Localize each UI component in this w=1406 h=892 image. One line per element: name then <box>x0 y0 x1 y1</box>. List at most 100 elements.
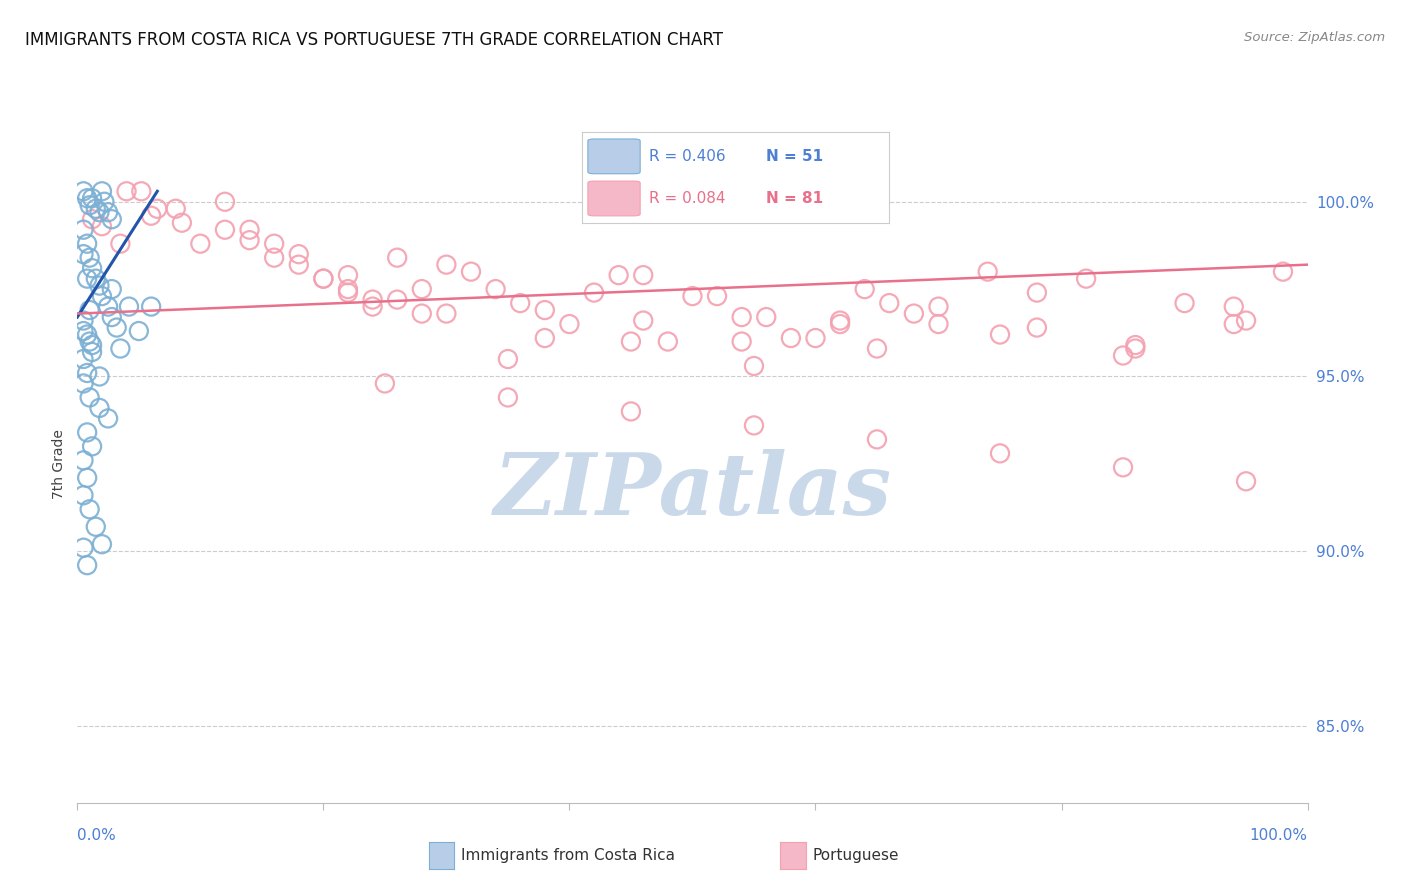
Point <box>830 317 852 331</box>
Point <box>76 236 98 251</box>
Point <box>89 278 111 293</box>
Point <box>76 191 98 205</box>
Point <box>90 184 114 198</box>
Point <box>84 202 107 216</box>
Point <box>90 537 114 551</box>
Point <box>97 411 120 425</box>
Point <box>105 320 128 334</box>
Point <box>82 261 104 276</box>
Point <box>72 184 94 198</box>
Text: 0.0%: 0.0% <box>77 828 117 843</box>
Point <box>76 425 98 440</box>
Point <box>79 251 101 265</box>
Point <box>89 369 111 384</box>
Point <box>1272 265 1295 279</box>
Point <box>374 376 396 391</box>
Point <box>558 317 581 331</box>
Point <box>101 310 124 324</box>
Point <box>263 251 285 265</box>
Point <box>82 439 104 453</box>
Point <box>361 300 384 314</box>
Point <box>129 184 153 198</box>
Point <box>1125 342 1147 356</box>
Point <box>72 488 94 502</box>
Point <box>72 247 94 261</box>
Point <box>128 324 150 338</box>
Point <box>361 293 384 307</box>
Point <box>1112 460 1135 475</box>
Point <box>89 401 111 415</box>
Point <box>76 327 98 342</box>
Point <box>903 307 925 321</box>
Point <box>988 327 1011 342</box>
Point <box>76 471 98 485</box>
Text: Portuguese: Portuguese <box>813 848 900 863</box>
Point <box>583 285 606 300</box>
Point <box>977 265 1000 279</box>
Text: 100.0%: 100.0% <box>1250 828 1308 843</box>
Point <box>928 300 950 314</box>
Text: ZIPatlas: ZIPatlas <box>494 450 891 533</box>
Point <box>239 233 262 247</box>
Point <box>141 209 163 223</box>
Point <box>607 268 630 282</box>
Point <box>72 376 94 391</box>
Point <box>82 212 104 227</box>
Point <box>928 317 950 331</box>
Point <box>93 194 115 209</box>
Point <box>385 251 409 265</box>
Point <box>84 271 107 285</box>
Point <box>1026 285 1049 300</box>
Y-axis label: 7th Grade: 7th Grade <box>52 429 66 499</box>
Point <box>731 334 754 349</box>
Point <box>1223 317 1246 331</box>
Point <box>146 202 169 216</box>
Point <box>742 418 765 433</box>
Point <box>866 433 889 447</box>
Point <box>214 194 236 209</box>
Point <box>110 342 132 356</box>
Point <box>496 391 519 405</box>
Point <box>1174 296 1197 310</box>
Point <box>337 285 360 300</box>
Point <box>830 313 852 327</box>
Point <box>1076 271 1098 285</box>
Point <box>79 303 101 318</box>
Point <box>1112 349 1135 363</box>
Text: IMMIGRANTS FROM COSTA RICA VS PORTUGUESE 7TH GRADE CORRELATION CHART: IMMIGRANTS FROM COSTA RICA VS PORTUGUESE… <box>25 31 723 49</box>
Point <box>72 541 94 555</box>
Point <box>84 520 107 534</box>
Point <box>97 300 120 314</box>
Point <box>1223 300 1246 314</box>
Point <box>411 282 433 296</box>
Point <box>72 223 94 237</box>
Point <box>72 324 94 338</box>
Point <box>460 265 482 279</box>
Point <box>411 307 433 321</box>
Point <box>188 236 212 251</box>
Point <box>633 313 655 327</box>
Point <box>72 313 94 327</box>
Point <box>780 331 803 345</box>
Point <box>731 310 754 324</box>
Point <box>742 359 765 373</box>
Point <box>82 191 104 205</box>
Point <box>110 236 132 251</box>
Point <box>682 289 704 303</box>
Point <box>879 296 901 310</box>
Point <box>76 558 98 573</box>
Point <box>312 271 335 285</box>
Point <box>436 307 458 321</box>
Point <box>141 300 163 314</box>
Point <box>496 351 519 366</box>
Text: Source: ZipAtlas.com: Source: ZipAtlas.com <box>1244 31 1385 45</box>
Point <box>657 334 679 349</box>
Point <box>82 338 104 352</box>
Point <box>79 502 101 516</box>
Point <box>97 205 120 219</box>
Point <box>1234 313 1257 327</box>
Point <box>853 282 876 296</box>
Point <box>804 331 827 345</box>
Point <box>866 342 889 356</box>
Point <box>82 345 104 359</box>
